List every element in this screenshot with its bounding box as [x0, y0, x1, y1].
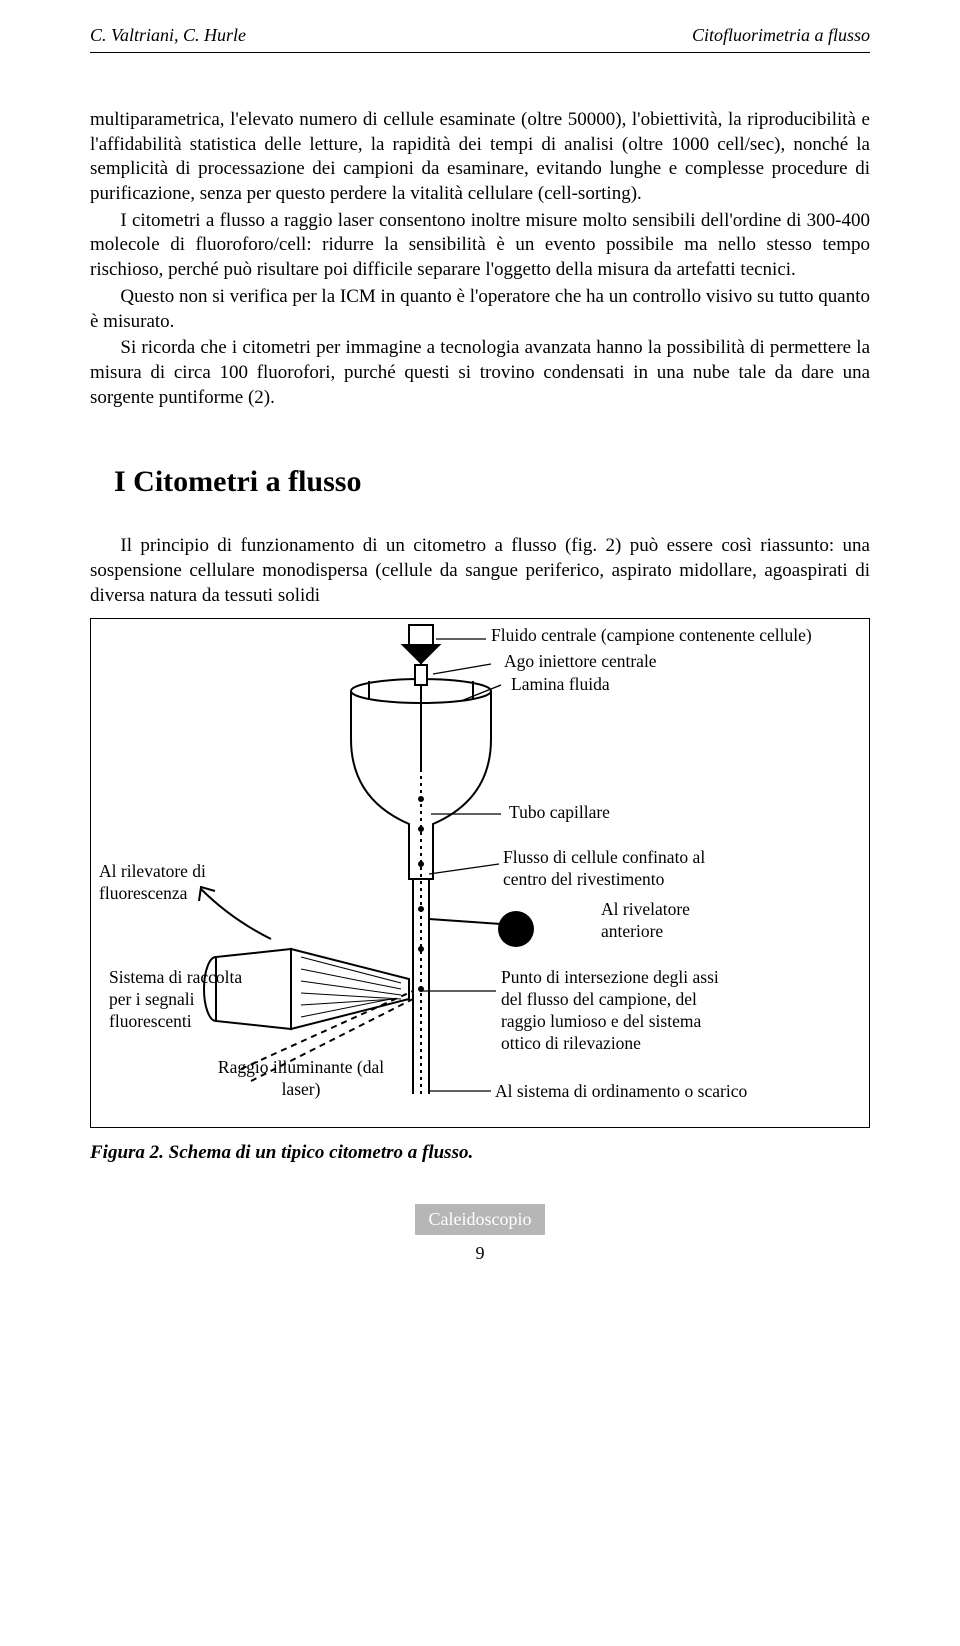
label-rilevatore-fluorescenza: Al rilevatore di fluorescenza	[99, 861, 249, 905]
figure-caption-text: Schema di un tipico citometro a flusso.	[164, 1142, 473, 1163]
paragraph-3: Questo non si verifica per la ICM in qua…	[90, 285, 870, 334]
footer-badge: Caleidoscopio	[415, 1204, 546, 1235]
label-ago-iniettore: Ago iniettore centrale	[504, 651, 657, 673]
page-number: 9	[90, 1243, 870, 1264]
label-fluido-centrale: Fluido centrale (campione contenente cel…	[491, 625, 812, 647]
intro-text-block: Il principio di funzionamento di un cito…	[90, 534, 870, 608]
label-flusso-cellule: Flusso di cellule confinato al centro de…	[503, 847, 723, 891]
label-raggio-illuminante: Raggio illuminante (dal laser)	[211, 1057, 391, 1101]
label-sistema-ordinamento: Al sistema di ordinamento o scarico	[495, 1081, 747, 1103]
paragraph-4: Si ricorda che i citometri per immagine …	[90, 336, 870, 410]
running-header: C. Valtriani, C. Hurle Citofluorimetria …	[90, 25, 870, 46]
label-sistema-raccolta: Sistema di raccolta per i segnali fluore…	[109, 967, 249, 1033]
page-footer: Caleidoscopio 9	[90, 1204, 870, 1264]
header-rule	[90, 52, 870, 53]
paragraph-2: I citometri a flusso a raggio laser cons…	[90, 209, 870, 283]
figure-2-box: Fluido centrale (campione contenente cel…	[90, 618, 870, 1128]
header-author: C. Valtriani, C. Hurle	[90, 25, 246, 46]
body-text-block: multiparametrica, l'elevato numero di ce…	[90, 108, 870, 410]
label-lamina-fluida: Lamina fluida	[511, 674, 610, 696]
intro-paragraph: Il principio di funzionamento di un cito…	[90, 534, 870, 608]
paragraph-1: multiparametrica, l'elevato numero di ce…	[90, 108, 870, 207]
label-punto-intersezione: Punto di intersezione degli assi del flu…	[501, 967, 731, 1055]
label-rivelatore-anteriore: Al rivelatore anteriore	[601, 899, 731, 943]
label-tubo-capillare: Tubo capillare	[509, 802, 610, 824]
header-title: Citofluorimetria a flusso	[692, 25, 870, 46]
figure-caption: Figura 2. Schema di un tipico citometro …	[90, 1142, 870, 1164]
forward-detector-icon	[498, 911, 534, 947]
section-heading: I Citometri a flusso	[114, 465, 870, 499]
figure-number: Figura 2.	[90, 1142, 164, 1163]
